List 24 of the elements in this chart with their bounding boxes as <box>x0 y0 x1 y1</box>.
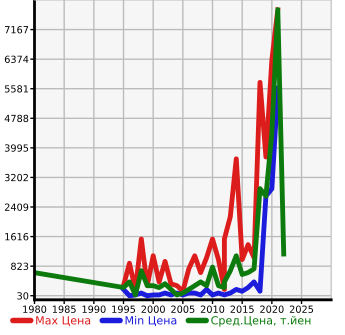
y-tick-label: 823 <box>11 262 28 270</box>
x-tick-label: 1985 <box>52 306 76 313</box>
y-tick-label: 3202 <box>4 174 28 182</box>
y-tick-label: 2409 <box>4 203 28 211</box>
x-tick-label: 1990 <box>82 306 106 313</box>
x-tick-label: 2025 <box>290 306 314 313</box>
y-tick-label: 4788 <box>4 114 28 122</box>
legend-label: Min Цена <box>126 316 176 326</box>
y-tick-label: 1616 <box>5 233 28 240</box>
x-tick-label: 2010 <box>200 306 224 313</box>
x-tick-label: 2005 <box>171 306 194 313</box>
y-tick-label: 3995 <box>4 144 28 152</box>
y-tick-label: 5581 <box>4 85 28 93</box>
x-tick-label: 1995 <box>112 306 136 313</box>
line-series <box>34 7 286 298</box>
x-tick-label: 2020 <box>260 306 284 313</box>
y-tick-label: 30 <box>17 292 28 300</box>
x-tick-label: 2000 <box>142 306 165 313</box>
x-tick-label: 1980 <box>23 306 46 313</box>
legend-label: Max Цена <box>36 316 90 326</box>
legend-label: Сред.Цена, т.йен <box>211 316 310 327</box>
y-tick-label: 7167 <box>5 26 28 34</box>
x-tick-label: 2015 <box>230 306 254 313</box>
y-tick-label: 6374 <box>4 56 28 63</box>
